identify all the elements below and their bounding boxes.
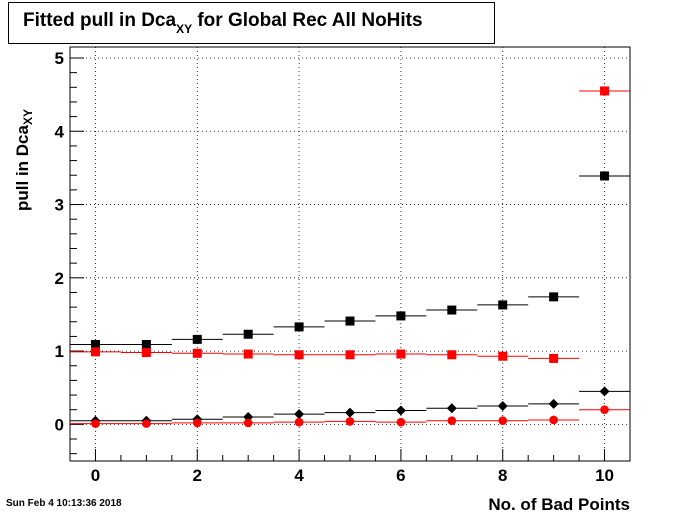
series-4-circle-marker	[498, 416, 508, 425]
series-1-square-marker	[498, 300, 508, 310]
x-axis-title: No. of Bad Points	[488, 495, 630, 514]
grid-lines	[70, 47, 630, 461]
y-axis-title: pull in DcaXY	[13, 109, 35, 211]
series-2-square-marker	[345, 350, 355, 360]
y-tick-label: 0	[55, 415, 64, 434]
series-2-square-marker	[498, 351, 508, 361]
series-1-square-marker	[90, 339, 100, 349]
series-2-square-marker	[192, 348, 202, 358]
x-tick-label: 8	[498, 466, 507, 485]
series-4-circle-marker	[142, 419, 151, 428]
series-1-square-marker	[447, 305, 457, 315]
series-3-diamond-marker	[497, 401, 508, 412]
x-tick-label: 2	[193, 466, 202, 485]
series-2-square-marker	[549, 353, 559, 363]
series-4-circle-marker	[447, 416, 457, 425]
series-3-diamond-marker	[395, 405, 406, 416]
series-4-circle-marker	[294, 417, 304, 427]
series-1-square-marker	[192, 334, 202, 344]
series-4-circle-marker	[345, 417, 355, 426]
x-tick-label: 4	[294, 466, 304, 485]
y-axis-title-sub: XY	[21, 109, 35, 125]
series-1-square-marker	[345, 316, 355, 326]
plot-frame	[69, 46, 631, 462]
series-4-circle-marker	[396, 417, 406, 427]
y-tick-label: 5	[55, 49, 64, 68]
series-4-circle-marker	[549, 415, 558, 425]
series-2-square-marker	[600, 86, 610, 96]
y-tick-label: 4	[55, 122, 65, 141]
series-2-square-marker	[90, 347, 100, 357]
series-1-square-marker	[141, 339, 151, 349]
axis-ticks	[69, 57, 631, 461]
y-axis-title-main: pull in Dca	[13, 124, 32, 211]
series-1-square-marker	[243, 329, 253, 339]
chart-title: Fitted pull in DcaXY for Global Rec All …	[8, 2, 495, 44]
series-2-square-marker	[447, 350, 457, 360]
series-2-square-marker	[396, 349, 406, 359]
series-4-circle-marker	[192, 418, 202, 428]
series-3-diamond-marker	[345, 407, 355, 418]
series-3-diamond-marker	[599, 386, 610, 397]
y-tick-label: 2	[55, 269, 64, 288]
x-tick-label: 0	[91, 466, 100, 485]
series-4-circle-marker	[600, 405, 609, 415]
series-1-square-marker	[600, 171, 610, 181]
tick-labels: 0 2 4 6 8 10 0 1 2 3 4 5	[55, 49, 614, 485]
chart-title-suffix: for Global Rec All NoHits	[192, 10, 423, 31]
series-2-square-marker	[141, 348, 151, 358]
y-tick-label: 1	[55, 342, 64, 361]
series-4-circle-marker	[243, 418, 253, 428]
series-3-diamond-marker	[446, 403, 457, 414]
series-1-square-marker	[396, 311, 406, 321]
x-tick-label: 6	[396, 466, 405, 485]
chart-title-prefix: Fitted pull in Dca	[23, 10, 177, 31]
series-2-square-marker	[243, 349, 253, 359]
chart-title-subscript: XY	[176, 22, 193, 36]
series-2-square-marker	[294, 350, 304, 360]
footer-date: Sun Feb 4 10:13:36 2018	[6, 498, 122, 509]
data-marks	[70, 86, 630, 428]
series-4-circle-marker	[91, 419, 100, 428]
series-3-diamond-marker	[548, 398, 559, 409]
series-1-square-marker	[549, 292, 559, 302]
y-tick-label: 3	[55, 196, 64, 215]
x-tick-label: 10	[595, 466, 614, 485]
series-1-square-marker	[294, 322, 304, 332]
series-3-diamond-marker	[294, 409, 305, 420]
